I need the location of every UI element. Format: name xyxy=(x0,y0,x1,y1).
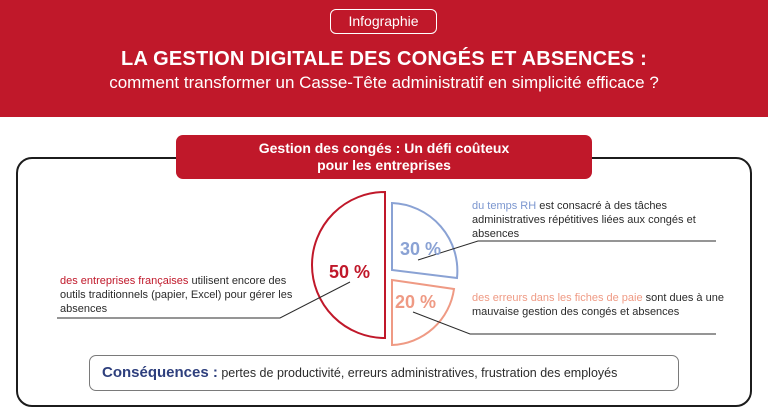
stat-highlight-20: des erreurs dans les fiches de paie xyxy=(472,292,643,304)
pie-slice-50 xyxy=(311,190,386,340)
stat-description-20: des erreurs dans les fiches de paie sont… xyxy=(472,291,732,319)
stat-highlight-30: du temps RH xyxy=(472,200,537,212)
stat-value-50: 50 % xyxy=(329,262,371,282)
consequences-label: Conséquences : xyxy=(102,364,218,381)
leader-line-30 xyxy=(417,240,716,261)
pie-slice-30 xyxy=(391,201,459,280)
page-subtitle: comment transformer un Casse-Tête admini… xyxy=(109,73,659,92)
stat-value-20: 20 % xyxy=(395,292,437,312)
consequences-box: Conséquences : pertes de productivité, e… xyxy=(89,355,679,391)
stat-description-50: des entreprises françaises utilisent enc… xyxy=(60,274,310,316)
section-banner-line2: pour les entreprises xyxy=(317,157,451,173)
stat-value-30: 30 % xyxy=(400,239,442,259)
category-badge: Infographie xyxy=(330,9,437,34)
header-banner: Infographie LA GESTION DIGITALE DES CONG… xyxy=(0,0,768,117)
section-banner: Gestion des congés : Un défi coûteux pou… xyxy=(176,135,592,179)
consequences-text: pertes de productivité, erreurs administ… xyxy=(217,366,618,380)
section-banner-line1: Gestion des congés : Un défi coûteux xyxy=(258,140,510,156)
leader-line-20 xyxy=(412,311,716,335)
stat-description-30: du temps RH est consacré à des tâches ad… xyxy=(472,199,722,241)
stat-text-30: est consacré à des tâches administrative… xyxy=(472,200,696,240)
stat-highlight-50: des entreprises françaises xyxy=(60,275,189,287)
stat-text-50: utilisent encore des outils traditionnel… xyxy=(60,275,293,315)
page-title: LA GESTION DIGITALE DES CONGÉS ET ABSENC… xyxy=(121,48,647,70)
leader-line-50 xyxy=(57,281,351,319)
stat-text-20: sont dues à une mauvaise gestion des con… xyxy=(472,292,724,318)
pie-slice-20 xyxy=(391,278,456,347)
